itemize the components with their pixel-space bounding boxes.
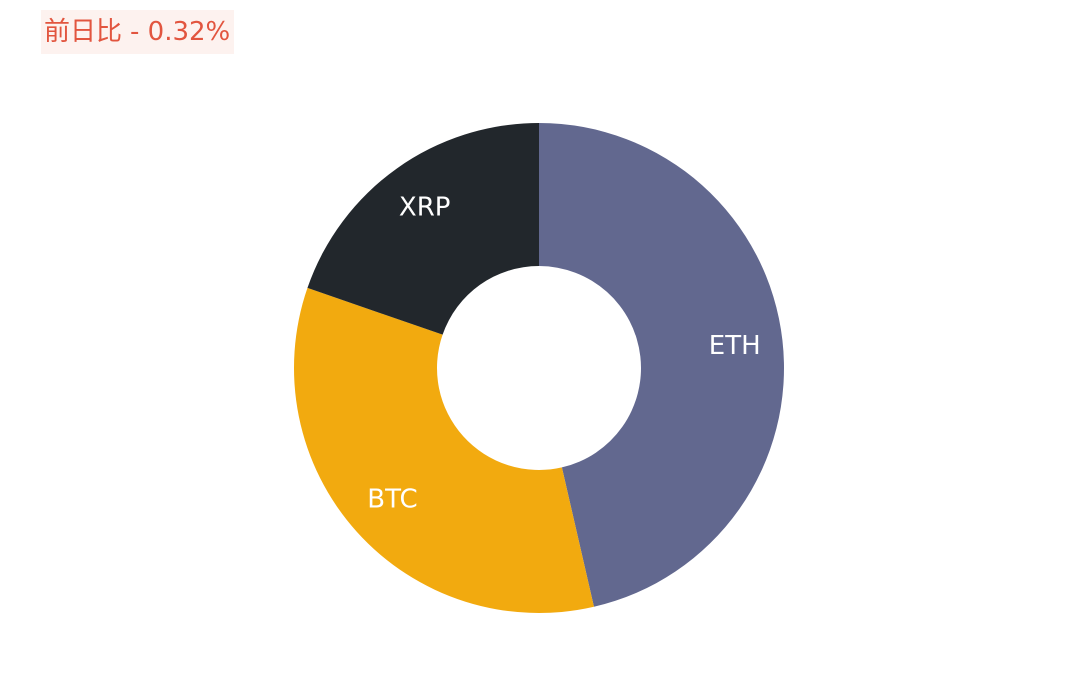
slice-label-eth: ETH	[709, 331, 761, 361]
slice-label-btc: BTC	[367, 485, 417, 515]
slice-label-xrp: XRP	[399, 193, 451, 223]
daily-change-label: 前日比	[44, 17, 123, 47]
slice-xrp	[307, 123, 539, 335]
daily-change-value: - 0.32%	[130, 17, 231, 47]
slice-btc	[293, 287, 594, 613]
daily-change-badge: 前日比 - 0.32%	[41, 10, 235, 54]
slice-eth	[539, 123, 784, 607]
